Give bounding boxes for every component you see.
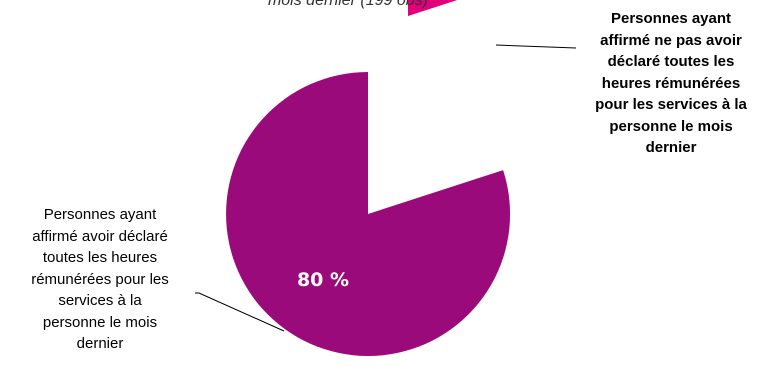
slice-label-line: affirmé ne pas avoir <box>600 31 742 49</box>
chart-subtitle-fragment: mois dernier (199 obs) <box>267 0 429 9</box>
slice-label-line: toutes les heures <box>42 249 158 266</box>
slice-label-line: heures rémunérées <box>601 74 741 92</box>
slice-label-line: affirmé avoir déclaré <box>32 227 168 245</box>
leader-line-declared <box>195 292 285 332</box>
slice-label-line: déclaré toutes les <box>607 53 735 70</box>
slice-label-line: personne le mois <box>609 117 733 135</box>
slice-label-line: Personnes ayant <box>43 206 157 223</box>
slice-label-line: personne le mois <box>42 313 158 331</box>
leader-line-nondeclared <box>495 44 577 49</box>
slice-label-line: pour les services à la <box>595 96 747 113</box>
slice-value-label-nondeclared: 20 % <box>450 76 502 98</box>
pie-slice-declared <box>226 72 511 356</box>
slice-label-nondeclared: Personnes ayant affirmé ne pas avoir décla… <box>576 8 763 159</box>
slice-label-line: Personnes ayant <box>610 10 732 27</box>
slice-label-line: dernier <box>76 335 124 352</box>
slice-label-line: services à la <box>58 292 142 309</box>
pie-slice-nondeclared <box>408 0 458 16</box>
slice-label-declared: Personnes ayant affirmé avoir déclaré tout… <box>6 204 194 355</box>
slice-value-label-declared: 80 % <box>297 269 349 291</box>
slice-label-line: dernier <box>645 139 697 156</box>
slice-label-line: rémunérées pour les <box>31 270 169 288</box>
